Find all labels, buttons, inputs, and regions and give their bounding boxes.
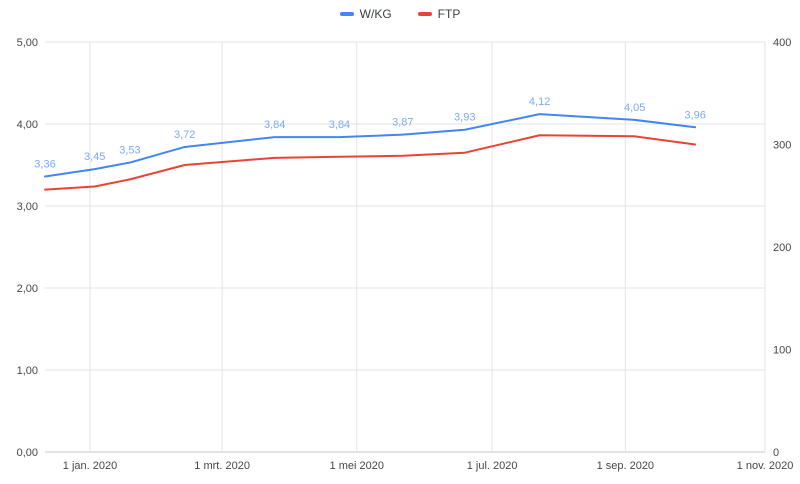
legend-item-ftp[interactable]: FTP bbox=[417, 7, 461, 21]
data-label: 3,45 bbox=[84, 151, 105, 163]
right-axis-tick-label: 200 bbox=[773, 242, 791, 254]
x-axis-tick-label: 1 jul. 2020 bbox=[467, 460, 518, 472]
left-axis-tick-label: 2,00 bbox=[17, 283, 38, 295]
left-axis-tick-label: 4,00 bbox=[17, 119, 38, 131]
data-label: 3,96 bbox=[684, 109, 705, 121]
right-axis-tick-label: 100 bbox=[773, 345, 791, 357]
x-axis-tick-label: 1 mrt. 2020 bbox=[194, 460, 250, 472]
legend-label-ftp: FTP bbox=[437, 7, 461, 21]
data-label: 3,53 bbox=[119, 145, 140, 157]
data-label: 3,93 bbox=[454, 112, 475, 124]
data-label: 3,36 bbox=[34, 158, 55, 170]
right-axis-tick-label: 300 bbox=[773, 140, 791, 152]
series-line-ftp bbox=[44, 134, 697, 191]
legend-label-wkg: W/KG bbox=[359, 7, 392, 21]
right-axis-tick-label: 0 bbox=[773, 447, 779, 459]
data-label: 3,84 bbox=[264, 119, 285, 131]
data-label: 4,12 bbox=[529, 96, 550, 108]
series-line-wkg bbox=[44, 113, 697, 178]
x-axis-tick-label: 1 nov. 2020 bbox=[737, 460, 794, 472]
right-axis-tick-label: 400 bbox=[773, 37, 791, 49]
legend-marker-wkg-icon bbox=[339, 12, 354, 16]
data-label: 3,84 bbox=[329, 119, 350, 131]
legend-item-wkg[interactable]: W/KG bbox=[339, 7, 392, 21]
x-axis-tick-label: 1 mei 2020 bbox=[330, 460, 384, 472]
data-label: 3,87 bbox=[392, 117, 413, 129]
left-axis-tick-label: 3,00 bbox=[17, 201, 38, 213]
data-label: 3,72 bbox=[174, 129, 195, 141]
legend: W/KG FTP bbox=[0, 7, 800, 21]
legend-marker-ftp-icon bbox=[417, 12, 432, 16]
x-axis-tick-label: 1 sep. 2020 bbox=[597, 460, 655, 472]
left-axis-tick-label: 1,00 bbox=[17, 365, 38, 377]
data-label: 4,05 bbox=[624, 102, 645, 114]
left-axis-tick-label: 0,00 bbox=[17, 447, 38, 459]
x-axis-tick-label: 1 jan. 2020 bbox=[63, 460, 117, 472]
left-axis-tick-label: 5,00 bbox=[17, 37, 38, 49]
